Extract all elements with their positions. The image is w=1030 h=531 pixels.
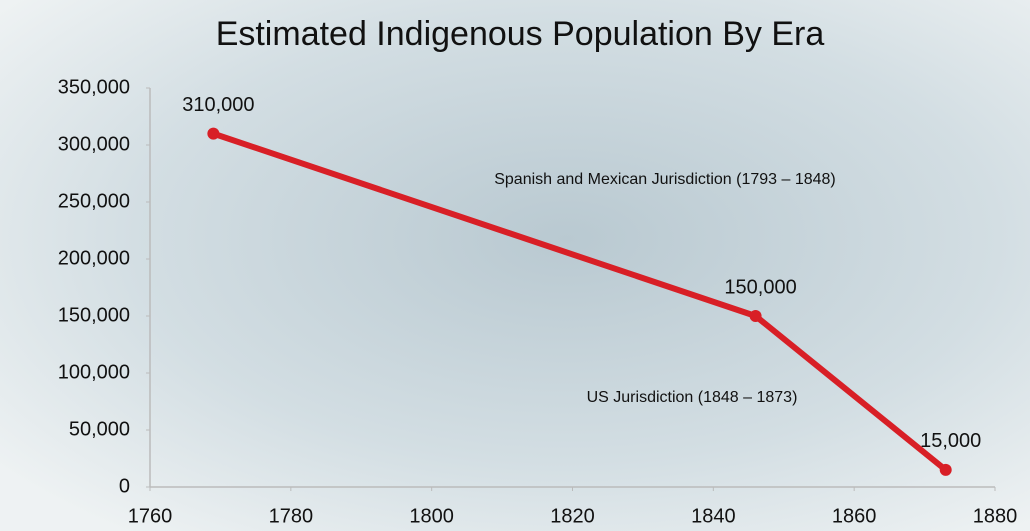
chart: Estimated Indigenous Population By Era S… xyxy=(0,0,1030,531)
annotation: Spanish and Mexican Jurisdiction (1793 –… xyxy=(494,171,836,188)
y-tick-label: 300,000 xyxy=(58,133,130,155)
chart-title: Estimated Indigenous Population By Era xyxy=(216,15,825,53)
x-tick-label: 1800 xyxy=(409,505,454,527)
y-tick-label: 350,000 xyxy=(58,76,130,98)
background xyxy=(0,0,1030,531)
y-tick-label: 150,000 xyxy=(58,304,130,326)
y-tick-label: 200,000 xyxy=(58,247,130,269)
x-tick-label: 1760 xyxy=(128,505,173,527)
x-tick-label: 1840 xyxy=(691,505,736,527)
point xyxy=(750,310,762,322)
y-tick-label: 50,000 xyxy=(69,418,130,440)
data-label: 150,000 xyxy=(724,276,796,298)
y-tick-label: 100,000 xyxy=(58,361,130,383)
x-tick-label: 1880 xyxy=(973,505,1018,527)
annotation: US Jurisdiction (1848 – 1873) xyxy=(587,389,798,406)
x-tick-label: 1820 xyxy=(550,505,595,527)
point xyxy=(207,128,219,140)
point xyxy=(940,464,952,476)
data-label: 15,000 xyxy=(920,430,981,452)
x-tick-label: 1780 xyxy=(269,505,314,527)
y-tick-label: 0 xyxy=(119,475,130,497)
y-tick-label: 250,000 xyxy=(58,190,130,212)
data-label: 310,000 xyxy=(182,94,254,116)
x-tick-label: 1860 xyxy=(832,505,877,527)
